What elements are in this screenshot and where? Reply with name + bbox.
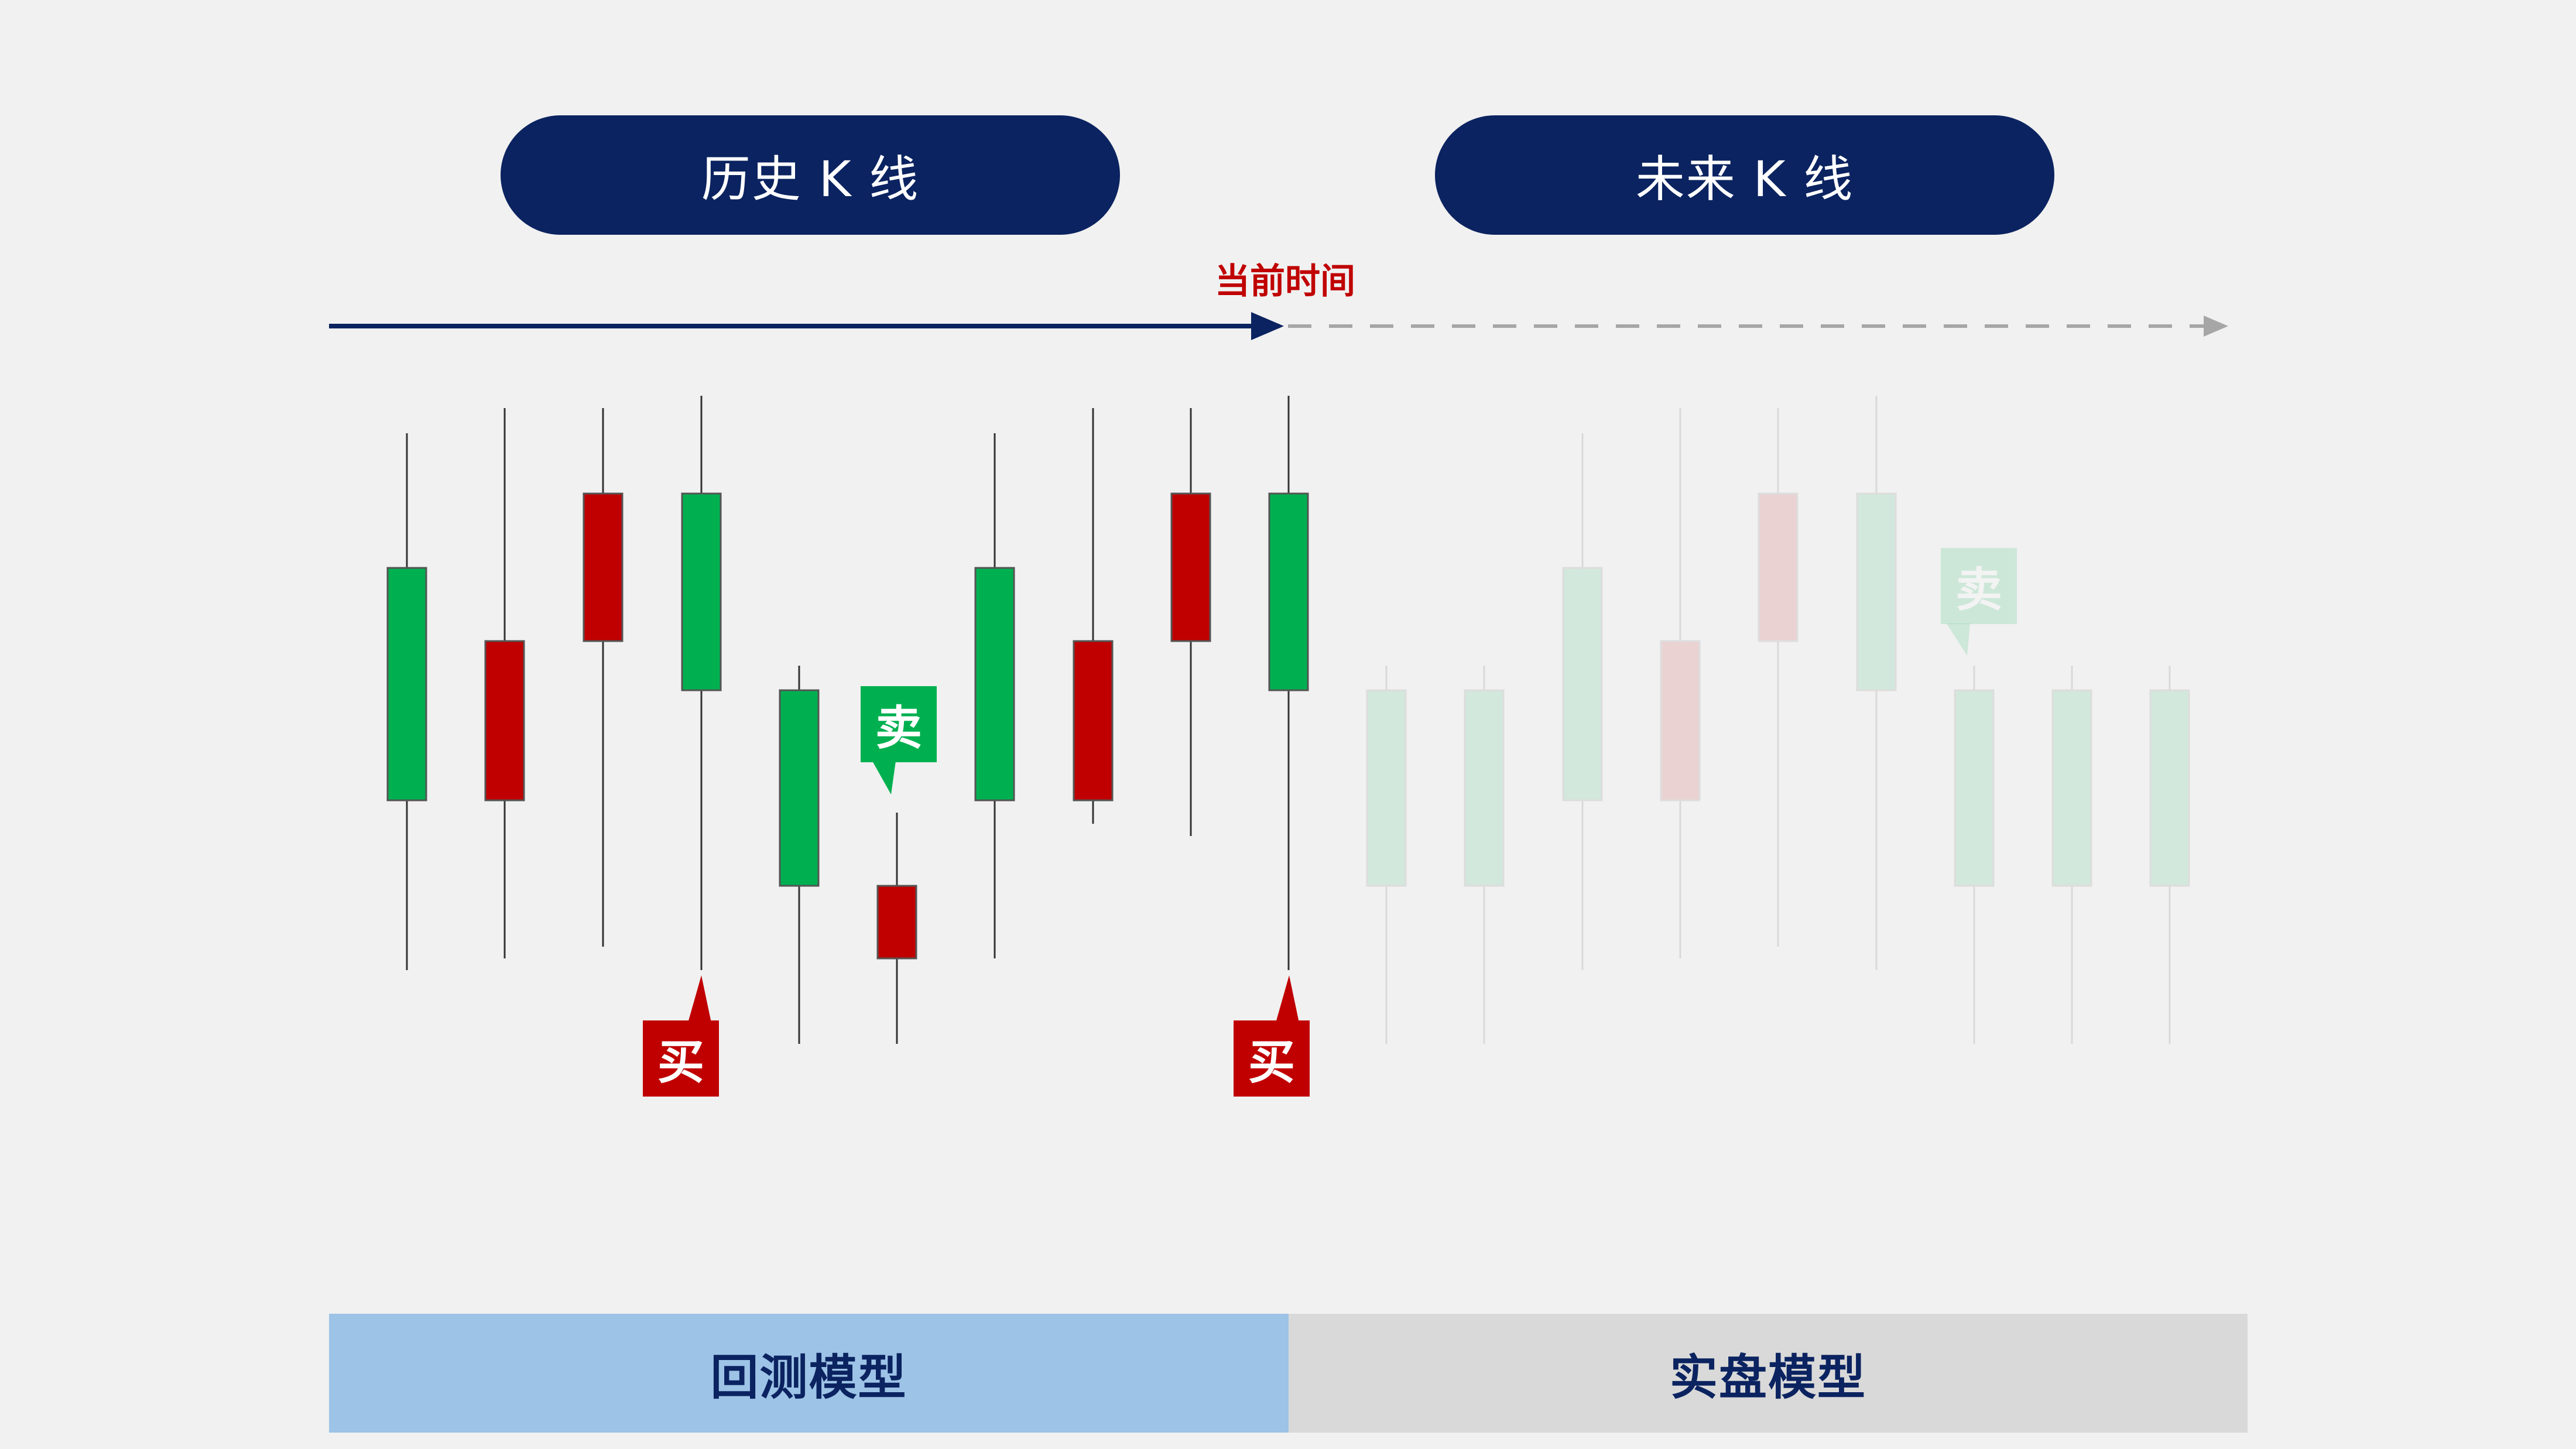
candle-history-5 [779,666,820,1044]
candle-history-7 [974,433,1015,958]
candle-future-8 [2051,666,2092,1044]
candle-body-bullish [1856,492,1897,691]
candle-history-4 [681,396,722,970]
live-model-bar: 实盘模型 [1289,1314,2248,1433]
candle-body-bearish [876,885,917,960]
candle-history-10 [1268,396,1309,970]
buy-signal-pointer [688,975,711,1023]
candle-body-bullish [1562,567,1603,801]
candle-body-bearish [1758,492,1799,642]
candle-body-bearish [1073,640,1114,801]
candle-history-3 [583,408,624,947]
buy-signal-badge: 买 [1234,1020,1310,1097]
sell-signal-pointer [872,761,896,794]
candle-body-bullish [1268,492,1309,691]
candle-future-6 [1856,396,1897,970]
sell-signal-pointer-faded [1947,624,1970,656]
candle-future-1 [1366,666,1407,1044]
candle-future-3 [1562,433,1603,970]
sell-signal-badge-faded: 卖 [1941,548,2017,624]
history-kline-label: 历史 K 线 [501,115,1120,235]
candle-body-bearish [583,492,624,642]
candle-body-bearish [1170,492,1211,642]
candle-history-6 [876,813,917,1044]
buy-signal-pointer [1276,975,1299,1023]
current-time-label: 当前时间 [1215,261,1355,302]
candle-body-bullish [2149,689,2190,887]
future-kline-label: 未来 K 线 [1435,115,2054,235]
candle-history-8 [1073,408,1114,824]
sell-signal-badge: 卖 [861,686,937,762]
candle-body-bullish [1464,689,1505,887]
candle-history-9 [1170,408,1211,836]
candle-future-2 [1464,666,1505,1044]
candle-future-4 [1660,408,1701,958]
buy-signal-badge: 买 [643,1020,719,1097]
candle-body-bearish [1660,640,1701,801]
candle-body-bullish [681,492,722,691]
candle-body-bullish [2051,689,2092,887]
candle-future-9 [2149,666,2190,1044]
backtest-model-bar: 回测模型 [329,1314,1289,1433]
candle-body-bearish [484,640,525,801]
candle-body-bullish [1954,689,1995,887]
candle-history-1 [386,433,427,970]
candle-body-bullish [386,567,427,801]
candle-history-2 [484,408,525,958]
candle-body-bullish [1366,689,1407,887]
candle-body-bullish [779,689,820,887]
future-candles [1366,396,2190,1044]
candle-body-bullish [974,567,1015,801]
candle-future-7 [1954,666,1995,1044]
candle-future-5 [1758,408,1799,947]
